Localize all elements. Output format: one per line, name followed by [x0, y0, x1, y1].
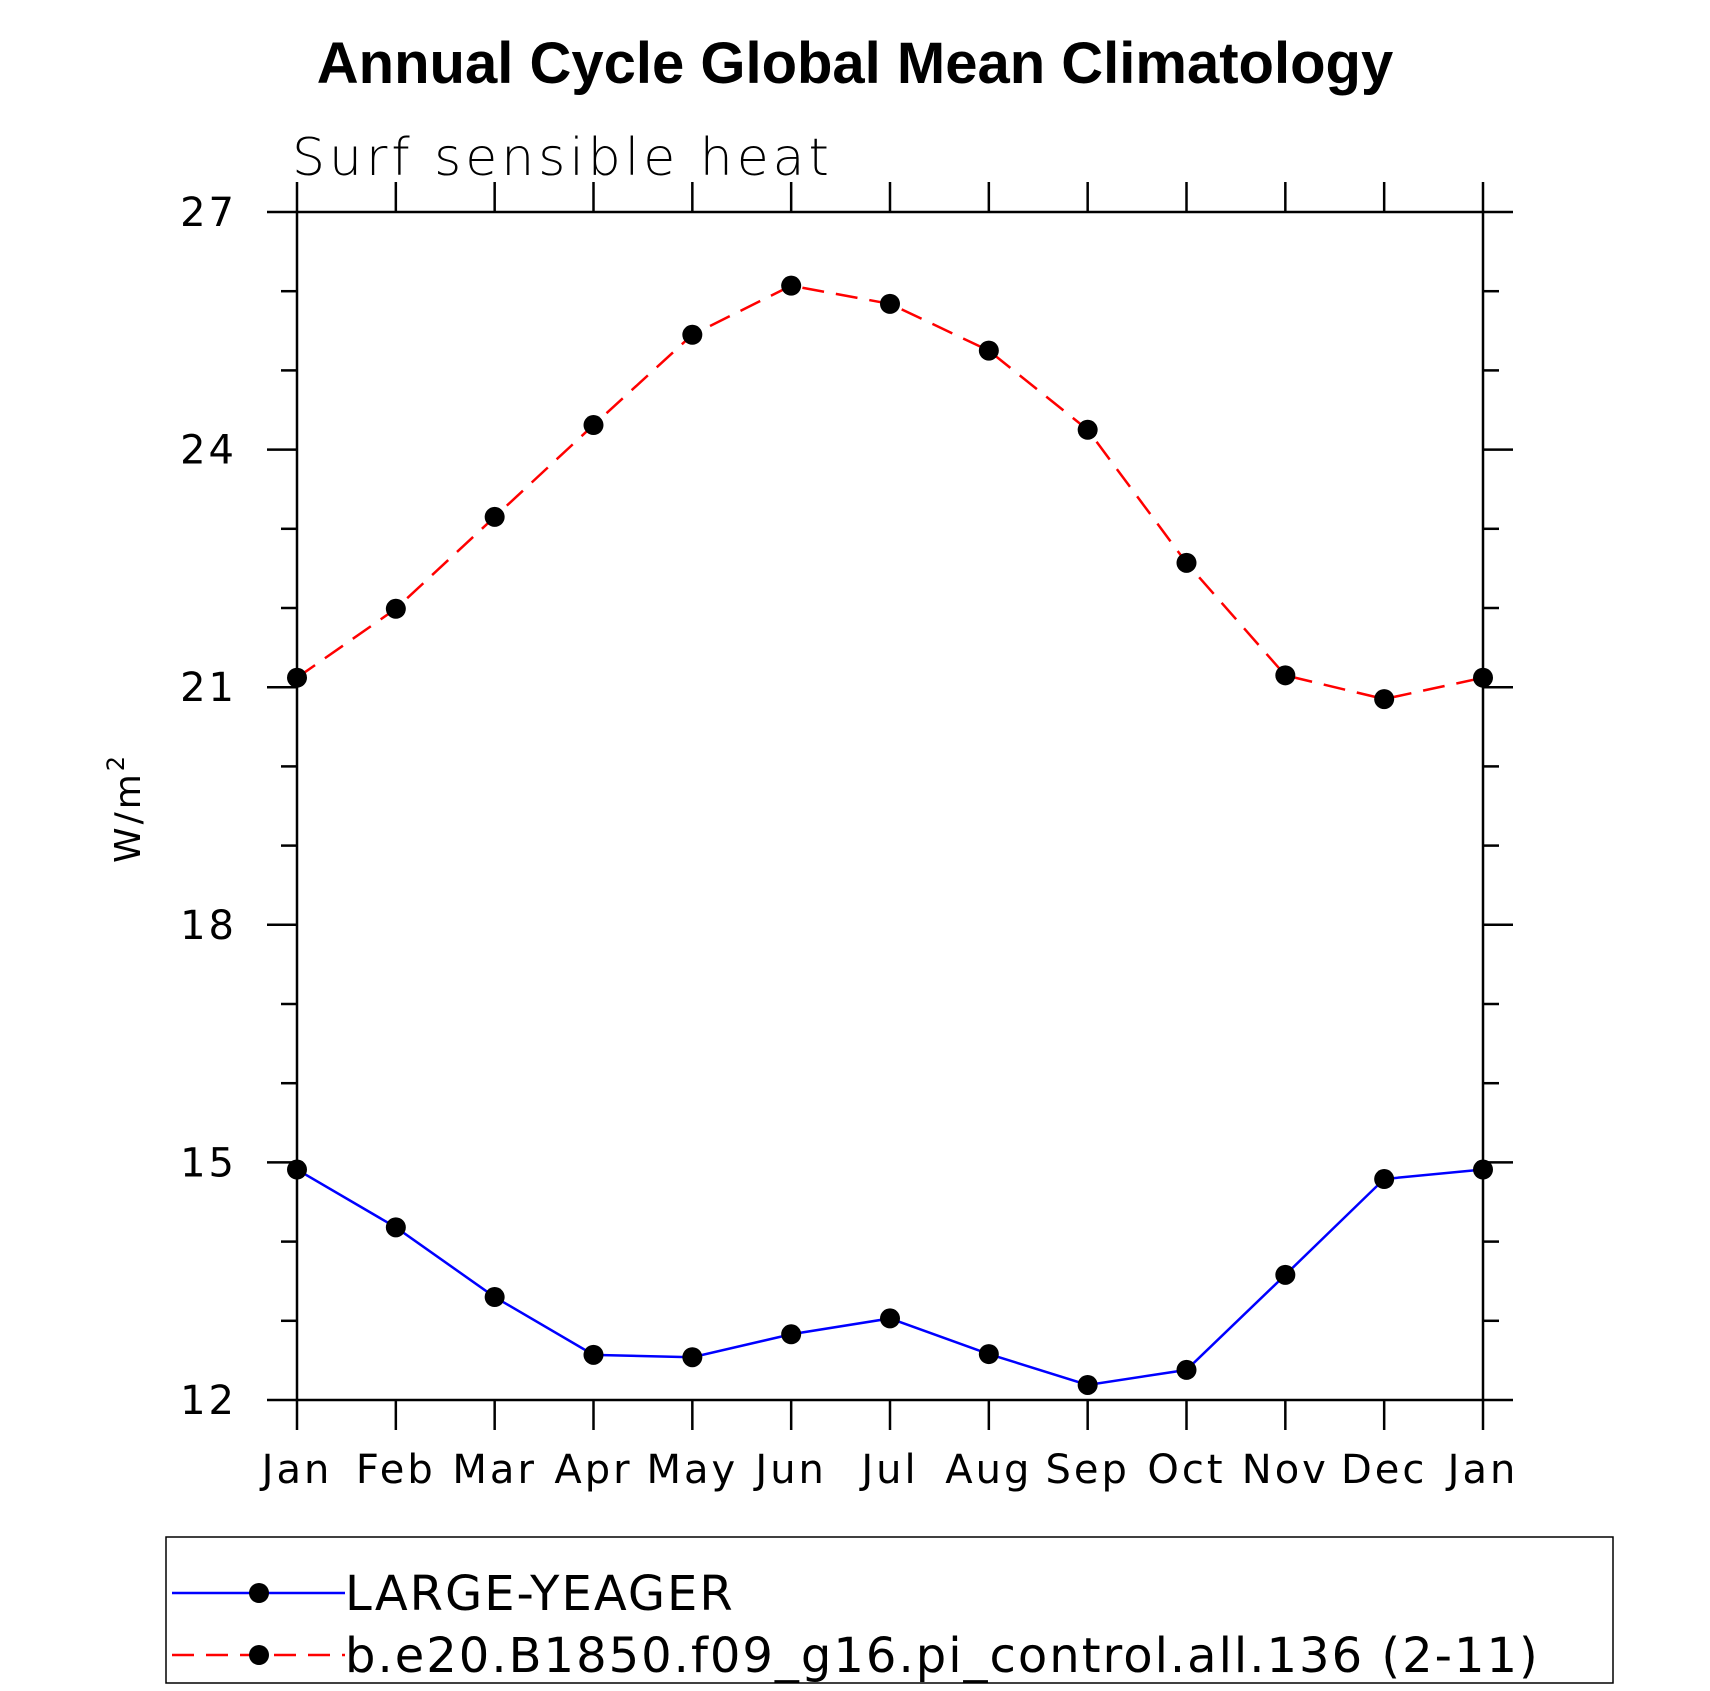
y-tick-label: 18 [180, 903, 237, 949]
series-2-point [1176, 552, 1197, 573]
series-2-point [682, 324, 703, 345]
legend-label-2: b.e20.B1850.f09_g16.pi_control.all.136 (… [345, 1628, 1540, 1684]
legend-box [165, 1536, 1614, 1684]
x-tick-label: Mar [452, 1447, 536, 1493]
x-tick-label: Jan [259, 1447, 333, 1493]
series-layer [287, 275, 1493, 1395]
series-1-point [880, 1308, 900, 1329]
series-2-point [484, 506, 505, 527]
series-line-1 [296, 1168, 1484, 1387]
legend-marker-1 [249, 1583, 269, 1603]
y-tick-label: 27 [180, 190, 237, 236]
legend-marker-2 [249, 1645, 269, 1665]
series-2-point [978, 340, 999, 361]
x-tick-label: Feb [356, 1447, 436, 1493]
y-axis-label-text: W/m [108, 771, 149, 863]
legend-label-1: LARGE-YEAGER [345, 1566, 735, 1622]
x-tick-label: Oct [1147, 1447, 1225, 1493]
x-tick-label: Jul [858, 1447, 918, 1493]
y-tick-label: 24 [180, 428, 237, 474]
series-2-point [1275, 665, 1296, 686]
series-1-point [781, 1324, 802, 1345]
series-2-point [385, 598, 406, 619]
series-1-point [978, 1344, 999, 1365]
series-2-point [1077, 419, 1098, 440]
series-1-point [583, 1344, 604, 1365]
y-tick-label: 21 [180, 665, 237, 711]
x-tick-label: Apr [554, 1447, 632, 1493]
series-1-point [682, 1347, 703, 1368]
x-tick-label: Dec [1341, 1447, 1427, 1493]
y-tick-labels: 12 15 18 21 24 27 [180, 190, 237, 1424]
axis-ticks [267, 182, 1513, 1430]
series-2-point [880, 293, 900, 314]
series-2-point [781, 275, 802, 296]
x-tick-label: May [646, 1447, 738, 1493]
series-1-point [1077, 1374, 1098, 1395]
y-axis-label-superscript: 2 [102, 753, 130, 771]
series-1-point [1275, 1264, 1296, 1285]
y-tick-label: 15 [180, 1140, 237, 1186]
svg-text:W/m2: W/m2 [102, 753, 149, 863]
y-tick-label: 12 [180, 1378, 237, 1424]
plot-frame [295, 210, 1485, 1402]
chart-title: Annual Cycle Global Mean Climatology [317, 31, 1393, 96]
series-1-point [484, 1287, 505, 1308]
series-2-point [1473, 667, 1493, 688]
x-tick-label: Jun [752, 1447, 827, 1493]
series-1-point [287, 1159, 307, 1180]
x-tick-label: Aug [945, 1447, 1032, 1493]
series-2-point [1374, 689, 1395, 710]
series-1-point [1374, 1169, 1395, 1190]
y-axis-label: W/m2 [102, 753, 149, 863]
series-line-2 [296, 284, 1484, 701]
x-tick-label: Sep [1045, 1447, 1129, 1493]
series-1-point [385, 1217, 406, 1238]
x-tick-labels: Jan Feb Mar Apr May Jun Jul Aug Sep Oct Nov Dec Jan [259, 1447, 1519, 1493]
x-tick-label: Jan [1445, 1447, 1519, 1493]
series-1-point [1473, 1159, 1493, 1180]
legend: LARGE-YEAGER b.e20.B1850.f09_g16.pi_contr… [172, 1566, 1540, 1684]
x-tick-label: Nov [1242, 1447, 1329, 1493]
series-2-point [287, 667, 307, 688]
series-2-point [583, 415, 604, 436]
chart-subtitle: Surf sensible heat [292, 128, 833, 188]
series-1-point [1176, 1359, 1197, 1380]
